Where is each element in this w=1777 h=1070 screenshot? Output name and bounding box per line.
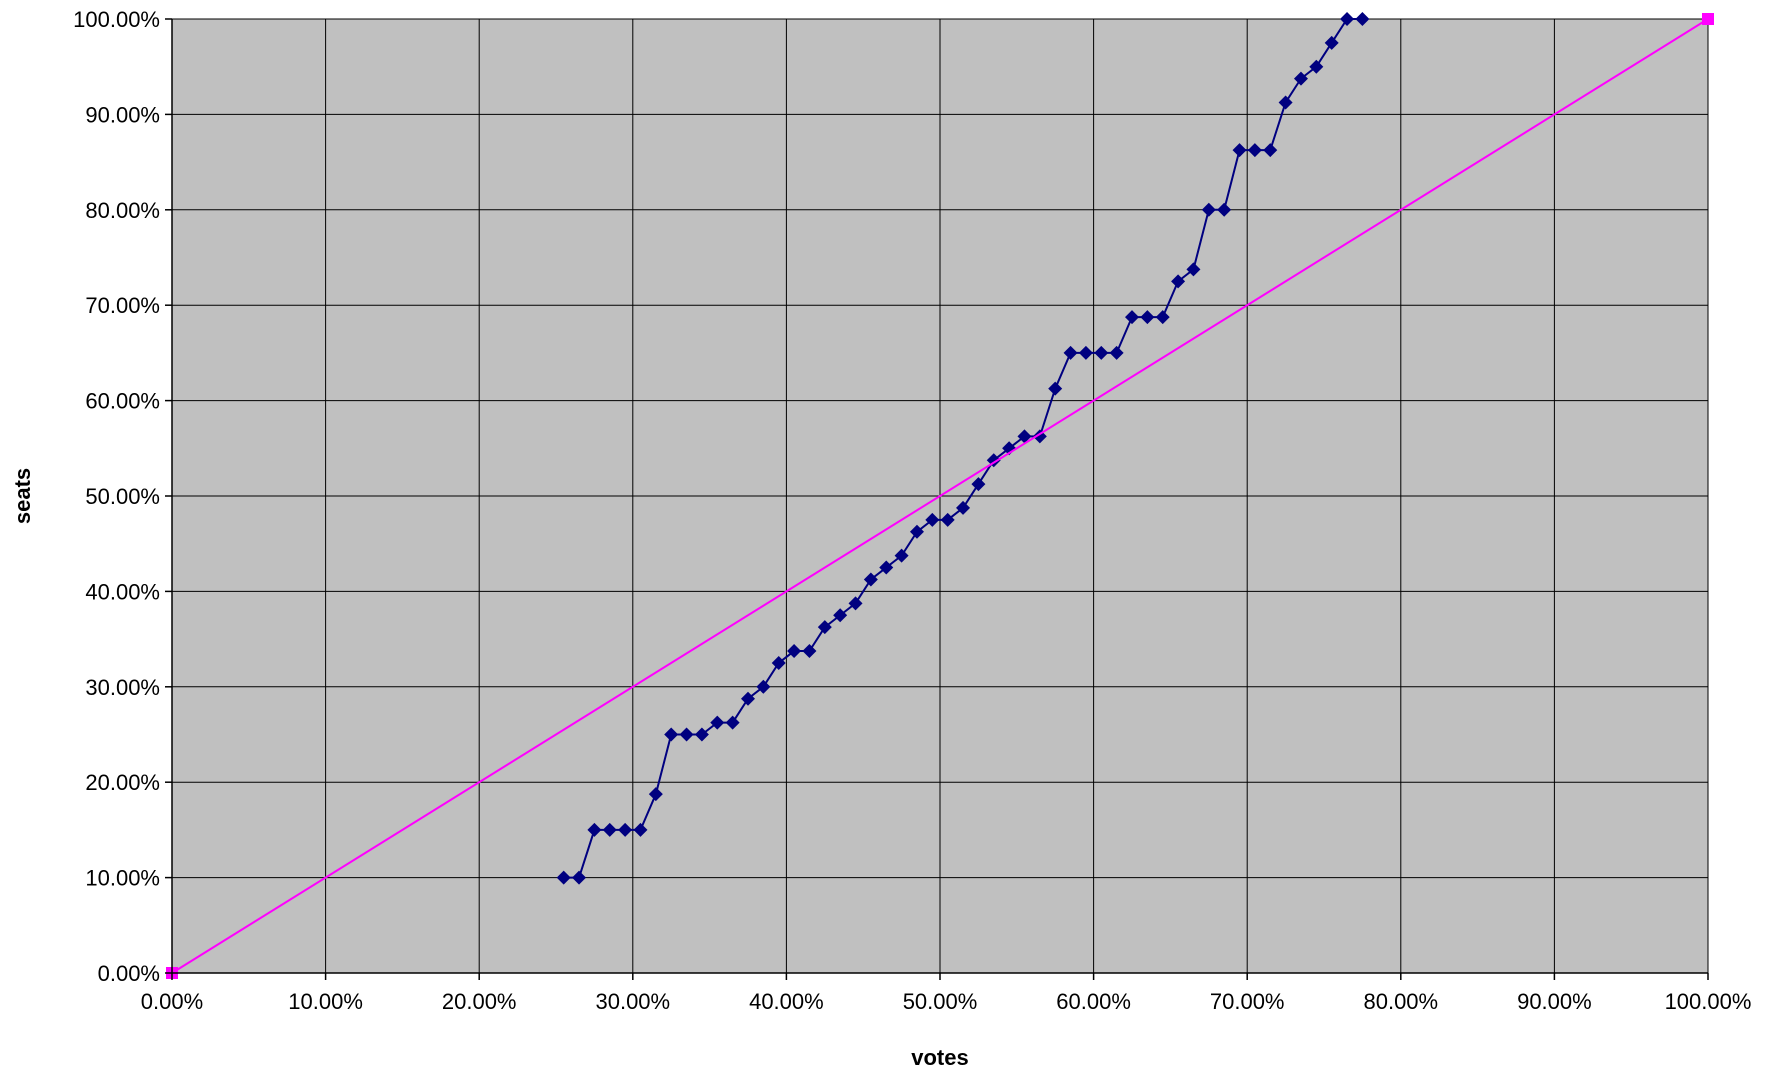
data-point xyxy=(1171,274,1186,289)
data-point xyxy=(971,477,986,492)
x-tick-label: 40.00% xyxy=(749,989,824,1014)
data-point xyxy=(848,596,863,611)
data-point xyxy=(694,727,709,742)
x-tick-label: 100.00% xyxy=(1665,989,1752,1014)
data-point xyxy=(572,870,587,885)
data-point xyxy=(1263,143,1278,158)
data-point xyxy=(894,548,909,563)
data-point xyxy=(940,512,955,527)
grid xyxy=(171,18,1709,974)
data-point xyxy=(725,715,740,730)
x-tick-label: 80.00% xyxy=(1363,989,1438,1014)
data-point xyxy=(956,500,971,515)
data-point xyxy=(787,644,802,659)
series-line xyxy=(171,18,1709,974)
data-point xyxy=(710,715,725,730)
data-point xyxy=(1125,310,1139,325)
x-tick-label: 30.00% xyxy=(595,989,670,1014)
series-layer xyxy=(166,12,1714,979)
x-tick-label: 60.00% xyxy=(1056,989,1131,1014)
data-point xyxy=(1186,262,1201,277)
data-point xyxy=(633,822,648,837)
data-point xyxy=(664,727,679,742)
data-point xyxy=(1217,202,1232,217)
data-point xyxy=(1063,345,1078,360)
data-point xyxy=(1340,12,1355,26)
x-tick-label: 70.00% xyxy=(1210,989,1285,1014)
y-tick-label: 60.00% xyxy=(85,389,160,414)
y-tick-label: 30.00% xyxy=(85,675,160,700)
data-point xyxy=(1247,143,1262,158)
x-tick-label: 10.00% xyxy=(288,989,363,1014)
tick-labels: 0.00% 10.00% 20.00% 30.00% 40.00% 50.00% 60.00… xyxy=(73,7,1751,1014)
data-point xyxy=(756,679,771,694)
x-tick-label: 90.00% xyxy=(1517,989,1592,1014)
x-tick-label: 0.00% xyxy=(141,989,203,1014)
data-point xyxy=(1702,13,1714,25)
data-point xyxy=(602,822,617,837)
data-point xyxy=(1140,310,1155,325)
data-point xyxy=(1324,35,1339,50)
y-tick-label: 0.00% xyxy=(98,961,160,986)
data-point xyxy=(1078,345,1093,360)
data-point xyxy=(1109,345,1124,360)
x-axis-title: votes xyxy=(911,1045,968,1070)
y-tick-label: 70.00% xyxy=(85,293,160,318)
data-point xyxy=(1201,202,1216,217)
data-point xyxy=(833,608,848,623)
data-point xyxy=(802,644,817,659)
data-point xyxy=(817,620,832,635)
data-point xyxy=(741,691,755,706)
y-tick-label: 100.00% xyxy=(73,7,160,32)
data-point xyxy=(648,787,663,802)
data-point xyxy=(556,870,571,885)
data-point xyxy=(879,560,894,575)
y-tick-label: 50.00% xyxy=(85,484,160,509)
data-point xyxy=(1048,381,1063,396)
data-point xyxy=(1309,59,1324,74)
data-point xyxy=(1232,143,1247,158)
data-point xyxy=(1094,345,1109,360)
y-tick-label: 80.00% xyxy=(85,198,160,223)
x-tick-label: 20.00% xyxy=(442,989,517,1014)
data-point xyxy=(863,572,878,587)
y-axis-title: seats xyxy=(10,468,35,524)
data-point xyxy=(925,512,940,527)
data-point xyxy=(618,822,633,837)
data-point xyxy=(679,727,694,742)
y-tick-label: 20.00% xyxy=(85,770,160,795)
data-point xyxy=(771,655,786,670)
series-1 xyxy=(166,13,1714,979)
y-tick-label: 40.00% xyxy=(85,579,160,604)
data-point xyxy=(909,524,924,539)
x-tick-label: 50.00% xyxy=(903,989,978,1014)
series-0 xyxy=(556,12,1370,885)
data-point xyxy=(1278,95,1293,110)
y-tick-label: 10.00% xyxy=(85,866,160,891)
data-point xyxy=(1293,71,1308,86)
data-point xyxy=(1017,429,1032,444)
data-point xyxy=(1155,310,1170,325)
data-point xyxy=(587,822,602,837)
y-tick-label: 90.00% xyxy=(85,102,160,127)
data-point xyxy=(1355,12,1370,26)
